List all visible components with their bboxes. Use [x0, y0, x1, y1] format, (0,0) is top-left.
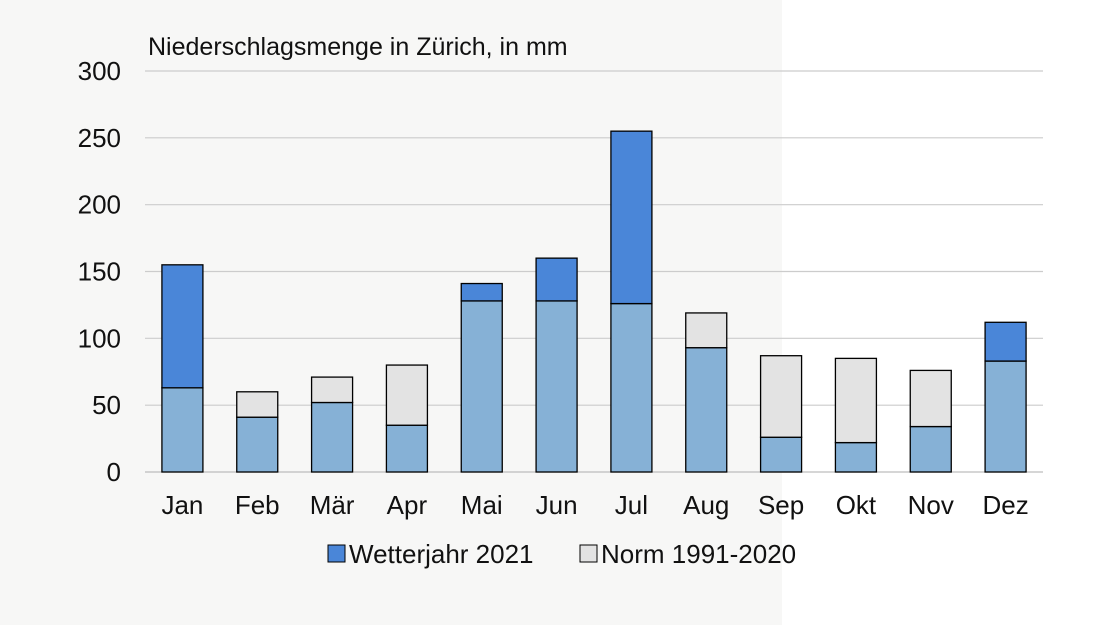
bar-overlap: [909, 425, 952, 473]
x-tick-label: Jun: [536, 490, 578, 520]
legend-swatch-norm: [579, 544, 598, 563]
y-tick-label: 250: [78, 123, 121, 153]
bar-norm-excess: [236, 391, 279, 418]
bar-overlap: [685, 347, 728, 473]
bar-overlap: [236, 416, 279, 473]
bar-overlap: [385, 424, 429, 473]
bar-group-sep: [759, 355, 803, 473]
x-tick-label: Mai: [461, 490, 503, 520]
gridlines: [145, 70, 1043, 473]
chart-title: Niederschlagsmenge in Zürich, in mm: [148, 33, 568, 61]
bar-overlap: [834, 441, 878, 473]
y-tick-label: 150: [78, 257, 121, 287]
bar-overlap: [460, 300, 503, 473]
bar-group-jul: [610, 130, 653, 473]
x-tick-label: Jul: [615, 490, 648, 520]
bar-group-mär: [310, 376, 354, 473]
bar-group-nov: [909, 369, 952, 473]
bar-group-mai: [460, 282, 503, 473]
bars: [161, 130, 1027, 473]
bar-norm-excess: [759, 355, 803, 438]
bar-wetterjahr-excess: [535, 257, 578, 302]
y-tick-label: 200: [78, 190, 121, 220]
bar-wetterjahr-excess: [161, 264, 204, 389]
x-tick-label: Aug: [683, 490, 729, 520]
bar-group-jun: [535, 257, 578, 473]
legend-label-norm: Norm 1991-2020: [601, 539, 796, 569]
x-tick-label: Nov: [908, 490, 954, 520]
bar-wetterjahr-excess: [984, 321, 1027, 362]
x-tick-label: Apr: [387, 490, 428, 520]
bar-group-feb: [236, 391, 279, 473]
y-tick-label: 0: [107, 457, 121, 487]
bar-wetterjahr-excess: [460, 282, 503, 302]
bar-group-aug: [685, 312, 728, 473]
bar-norm-excess: [310, 376, 354, 404]
x-tick-label: Mär: [310, 490, 355, 520]
bar-wetterjahr-excess: [610, 130, 653, 305]
bar-norm-excess: [909, 369, 952, 428]
bar-group-dez: [984, 321, 1027, 473]
legend-swatch-wetterjahr: [327, 544, 346, 563]
x-tick-label: Dez: [982, 490, 1028, 520]
x-axis: Jan Feb Mär Apr Mai Jun Jul Aug Sep Okt Nov Dez: [161, 490, 1028, 520]
bar-group-apr: [385, 364, 429, 473]
y-axis: 0 50 100 150 200 250 300: [78, 56, 121, 487]
bar-norm-excess: [685, 312, 728, 349]
bar-overlap: [310, 401, 354, 473]
bar-overlap: [161, 387, 204, 473]
bar-norm-excess: [834, 357, 878, 444]
x-tick-label: Jan: [161, 490, 203, 520]
y-tick-label: 300: [78, 56, 121, 86]
bar-overlap: [610, 302, 653, 473]
x-tick-label: Sep: [758, 490, 804, 520]
bar-overlap: [984, 360, 1027, 473]
bar-group-jan: [161, 264, 204, 473]
bar-group-okt: [834, 357, 878, 473]
background-panel: [782, 0, 1110, 625]
y-tick-label: 50: [92, 390, 121, 420]
x-tick-label: Feb: [235, 490, 280, 520]
bar-norm-excess: [385, 364, 429, 426]
legend: Wetterjahr 2021 Norm 1991-2020: [327, 539, 796, 569]
bar-overlap: [759, 436, 803, 473]
bar-overlap: [535, 300, 578, 473]
legend-label-wetterjahr: Wetterjahr 2021: [349, 539, 534, 569]
y-tick-label: 100: [78, 323, 121, 353]
x-tick-label: Okt: [836, 490, 877, 520]
